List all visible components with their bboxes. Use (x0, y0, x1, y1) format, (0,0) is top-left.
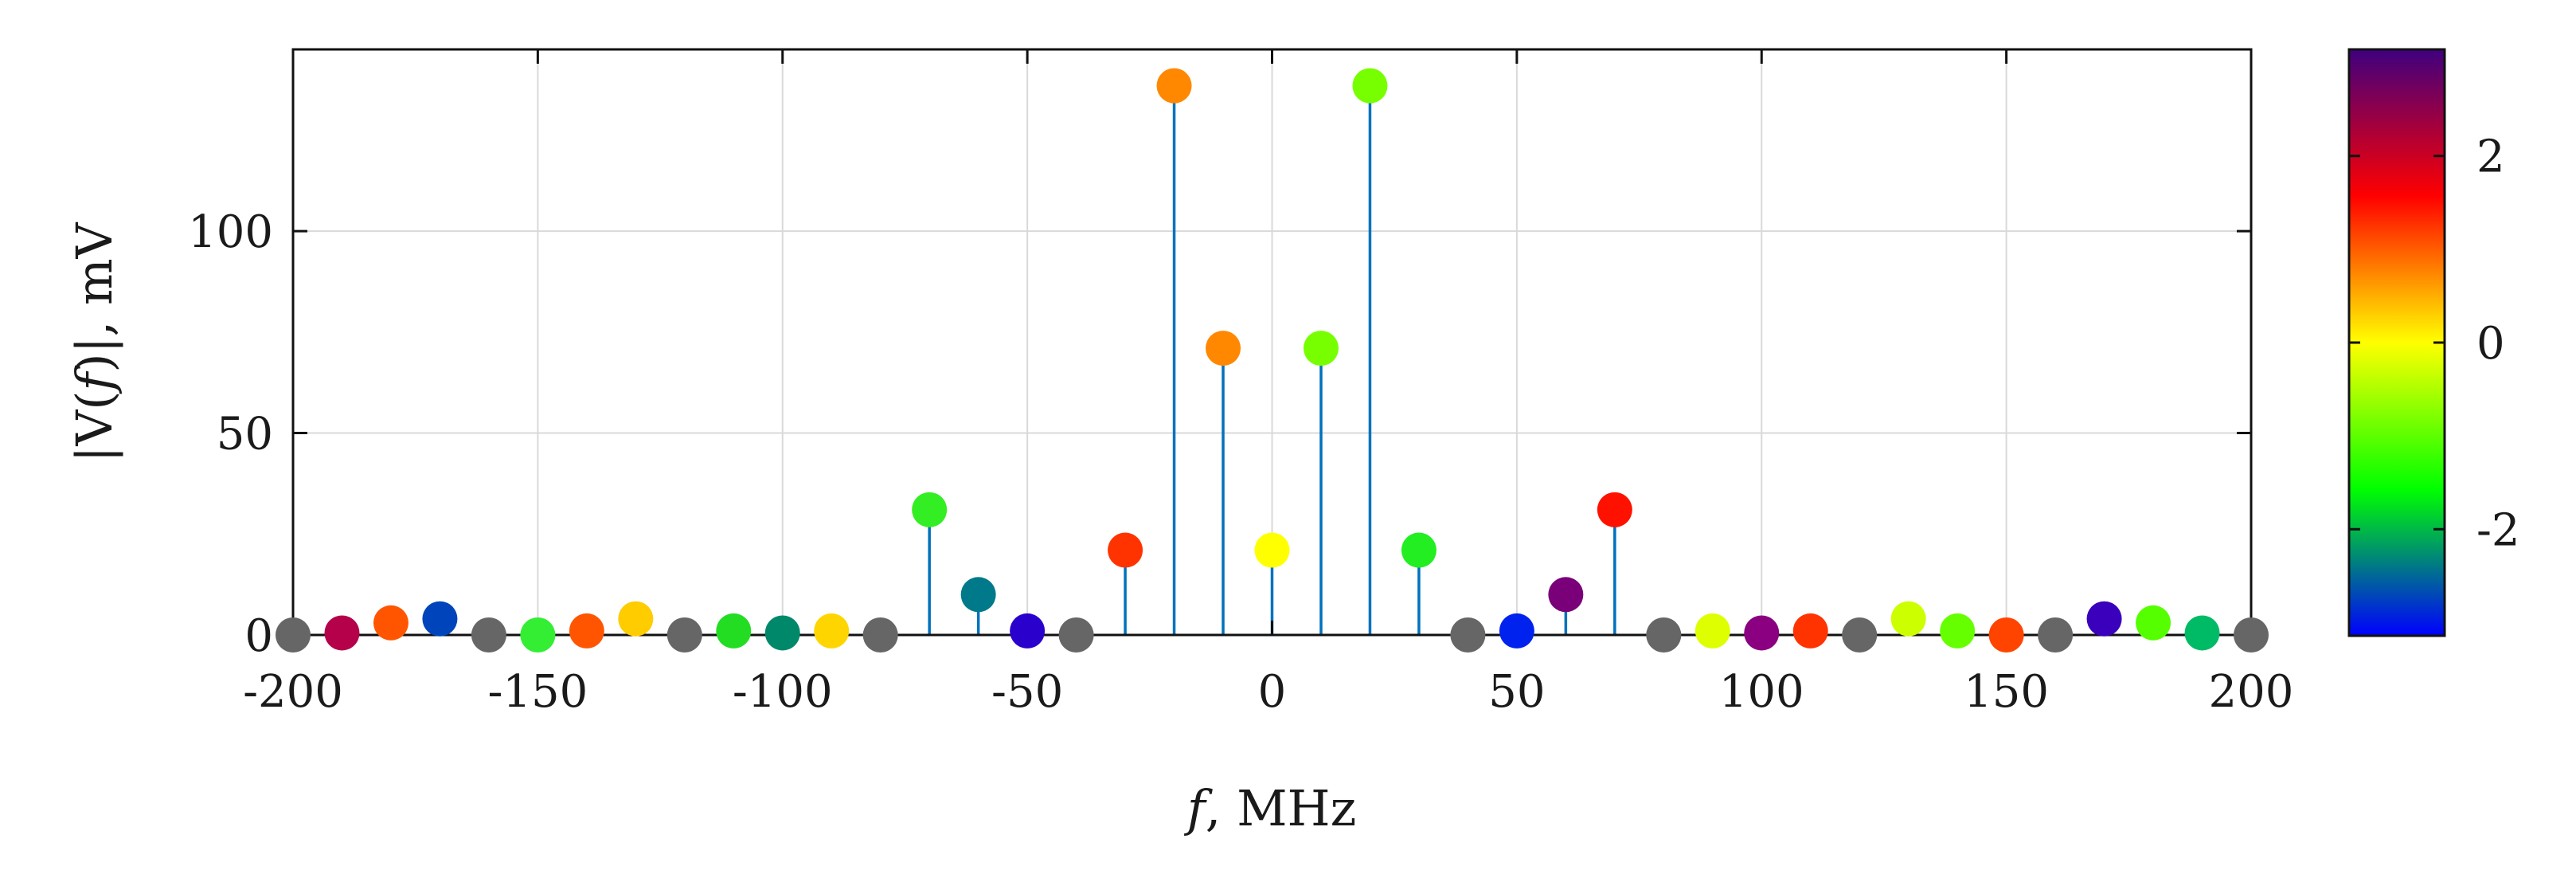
stem-marker (618, 601, 654, 637)
stem-marker (2136, 605, 2171, 641)
stem-marker (1156, 68, 1192, 104)
x-tick-label: -200 (243, 666, 343, 718)
stem-marker (912, 492, 948, 527)
y-tick-label: 0 (244, 610, 273, 662)
stem-marker (324, 615, 360, 651)
stem-marker (2038, 617, 2074, 652)
stem-marker (276, 617, 311, 652)
x-tick-label: -50 (991, 666, 1063, 718)
x-tick-label: 50 (1488, 666, 1545, 718)
x-tick-label: 150 (1964, 666, 2049, 718)
colorbar-tick-label: 0 (2476, 318, 2505, 370)
stem-markers (276, 68, 2269, 652)
stem-marker (471, 617, 506, 652)
stem-marker (2234, 617, 2269, 652)
x-axis-label: f, MHz (1184, 779, 1357, 837)
colorbar-tick-label: -2 (2476, 504, 2520, 556)
stem-marker (2086, 601, 2122, 637)
stem-marker (1597, 492, 1632, 527)
stem-marker (960, 577, 996, 613)
stem-marker (1646, 617, 1682, 652)
stem-marker (1254, 532, 1290, 568)
stem-marker (862, 617, 898, 652)
colorbar-tick-label: 2 (2476, 131, 2505, 183)
stem-marker (666, 617, 702, 652)
stem-marker (520, 617, 556, 652)
stem-marker (373, 605, 408, 641)
stem-marker (764, 615, 800, 651)
stem-marker (1450, 617, 1486, 652)
y-tick-label: 50 (217, 409, 273, 460)
stem-marker (422, 601, 458, 637)
axis-ticks: -200 -150 -100 -50 0 50 100 150 200 0 50 100 (188, 49, 2293, 718)
x-tick-label: -150 (487, 666, 588, 718)
stem-marker (1499, 613, 1534, 649)
stem-marker (1010, 613, 1046, 649)
stem-marker (1352, 68, 1388, 104)
colorbar (2347, 48, 2446, 637)
stem-marker (569, 613, 604, 649)
x-tick-label: -100 (733, 666, 833, 718)
x-tick-label: 0 (1258, 666, 1287, 718)
x-tick-label: 100 (1719, 666, 1804, 718)
stem-marker (1744, 615, 1780, 651)
colorbar-ticks: 2 0 -2 (2349, 131, 2520, 556)
stem-marker (1940, 613, 1976, 649)
stem-marker (1401, 532, 1437, 568)
stem-marker (1792, 613, 1828, 649)
stem-marker (1988, 617, 2024, 652)
stem-marker (1058, 617, 1094, 652)
y-tick-label: 100 (188, 206, 273, 258)
stem-marker (1842, 617, 1878, 652)
y-axis-label: |V(f)|, mV (65, 221, 123, 462)
stem-marker (1890, 601, 1926, 637)
stem-marker (814, 613, 850, 649)
stem-marker (716, 613, 752, 649)
stem-marker (1303, 331, 1339, 366)
stem-marker (1548, 577, 1584, 613)
x-tick-label: 200 (2209, 666, 2294, 718)
stem-marker (1695, 613, 1730, 649)
stem-marker (2184, 615, 2220, 651)
stem-marker (1108, 532, 1143, 568)
stem-marker (1206, 331, 1241, 366)
